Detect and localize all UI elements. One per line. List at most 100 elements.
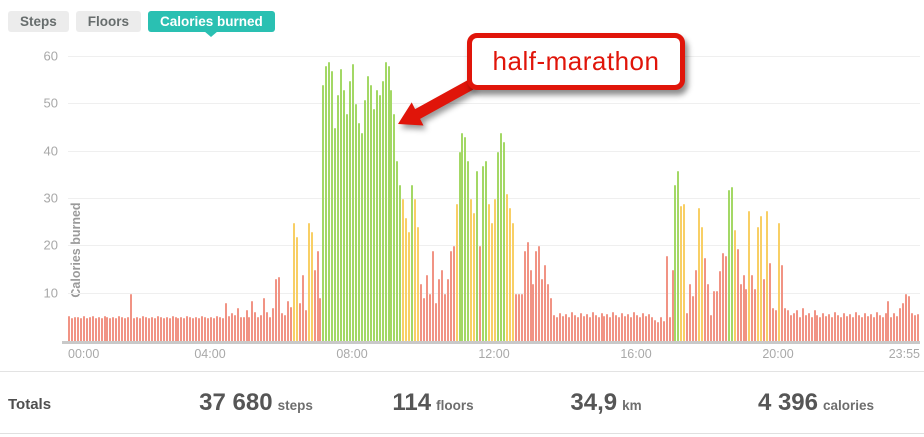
bar[interactable]: [100, 318, 103, 341]
bar[interactable]: [911, 312, 914, 341]
bar[interactable]: [399, 184, 402, 341]
bar[interactable]: [242, 316, 245, 341]
bar[interactable]: [485, 161, 488, 341]
bar[interactable]: [340, 68, 343, 341]
bar[interactable]: [550, 298, 553, 341]
bar[interactable]: [760, 215, 763, 341]
bar[interactable]: [884, 312, 887, 341]
bar[interactable]: [192, 317, 195, 341]
bar[interactable]: [319, 298, 322, 341]
bar[interactable]: [411, 184, 414, 341]
bar[interactable]: [183, 318, 186, 341]
bar[interactable]: [251, 300, 254, 341]
bar[interactable]: [508, 208, 511, 341]
bar[interactable]: [278, 277, 281, 341]
bar[interactable]: [357, 123, 360, 341]
bar[interactable]: [535, 251, 538, 341]
bar[interactable]: [346, 113, 349, 341]
bar[interactable]: [636, 314, 638, 341]
bar[interactable]: [795, 310, 798, 341]
bar[interactable]: [819, 317, 822, 341]
bar[interactable]: [207, 317, 210, 341]
bar[interactable]: [854, 311, 857, 341]
bar[interactable]: [470, 199, 473, 341]
bar[interactable]: [704, 258, 707, 341]
bar[interactable]: [378, 94, 381, 341]
bar[interactable]: [612, 311, 615, 341]
bar[interactable]: [908, 296, 911, 341]
bar[interactable]: [331, 71, 334, 341]
bar[interactable]: [653, 319, 656, 341]
bar[interactable]: [79, 317, 82, 341]
bar[interactable]: [707, 284, 709, 341]
bar[interactable]: [488, 203, 491, 341]
bar[interactable]: [837, 314, 840, 341]
bar[interactable]: [505, 194, 508, 341]
bar[interactable]: [88, 317, 91, 341]
bar[interactable]: [659, 317, 662, 341]
tab-calories-burned[interactable]: Calories burned: [148, 11, 275, 37]
bar[interactable]: [133, 317, 136, 341]
bar[interactable]: [902, 303, 905, 341]
bar[interactable]: [325, 66, 328, 341]
bar[interactable]: [210, 316, 212, 341]
bar[interactable]: [127, 316, 130, 341]
bar[interactable]: [751, 274, 754, 341]
bar[interactable]: [517, 293, 520, 341]
bar[interactable]: [97, 316, 100, 341]
bar[interactable]: [349, 80, 352, 341]
bar[interactable]: [334, 128, 337, 341]
bar[interactable]: [709, 314, 712, 341]
bar[interactable]: [476, 170, 479, 341]
bar[interactable]: [109, 317, 112, 341]
bar[interactable]: [254, 311, 257, 341]
bar[interactable]: [600, 312, 603, 341]
bar[interactable]: [112, 316, 115, 341]
bar[interactable]: [337, 94, 340, 341]
bar[interactable]: [881, 317, 884, 341]
bar[interactable]: [417, 227, 420, 341]
bar[interactable]: [482, 165, 485, 341]
bar[interactable]: [860, 317, 863, 341]
bar[interactable]: [212, 318, 215, 341]
bar[interactable]: [328, 61, 331, 341]
bar[interactable]: [863, 312, 866, 341]
bar[interactable]: [514, 293, 517, 341]
bar[interactable]: [103, 316, 106, 341]
bar[interactable]: [715, 291, 718, 341]
bar[interactable]: [792, 312, 795, 341]
bar[interactable]: [618, 317, 621, 341]
bar[interactable]: [443, 293, 446, 341]
bar[interactable]: [425, 274, 428, 341]
bar[interactable]: [831, 317, 834, 341]
bar[interactable]: [727, 189, 730, 341]
bar[interactable]: [260, 314, 263, 341]
bar[interactable]: [630, 317, 633, 341]
bar[interactable]: [402, 199, 405, 341]
bar[interactable]: [283, 314, 286, 341]
bar[interactable]: [195, 316, 198, 341]
bar[interactable]: [115, 318, 118, 341]
bar[interactable]: [272, 307, 275, 341]
bar[interactable]: [594, 314, 597, 341]
bar[interactable]: [742, 274, 745, 341]
bar[interactable]: [502, 142, 505, 341]
bar[interactable]: [896, 316, 899, 341]
bar[interactable]: [281, 312, 283, 341]
bar[interactable]: [343, 90, 346, 341]
bar[interactable]: [233, 314, 236, 341]
bar[interactable]: [180, 316, 183, 341]
bar[interactable]: [245, 310, 248, 341]
bar[interactable]: [121, 317, 124, 341]
bar[interactable]: [227, 316, 230, 341]
bar[interactable]: [310, 232, 313, 341]
bar[interactable]: [479, 246, 482, 341]
bar[interactable]: [778, 222, 780, 341]
bar[interactable]: [473, 213, 476, 341]
bar[interactable]: [352, 64, 354, 341]
bar[interactable]: [360, 132, 363, 341]
bar[interactable]: [301, 274, 304, 341]
bar[interactable]: [458, 151, 461, 341]
bar[interactable]: [849, 313, 851, 341]
bar[interactable]: [204, 317, 207, 341]
